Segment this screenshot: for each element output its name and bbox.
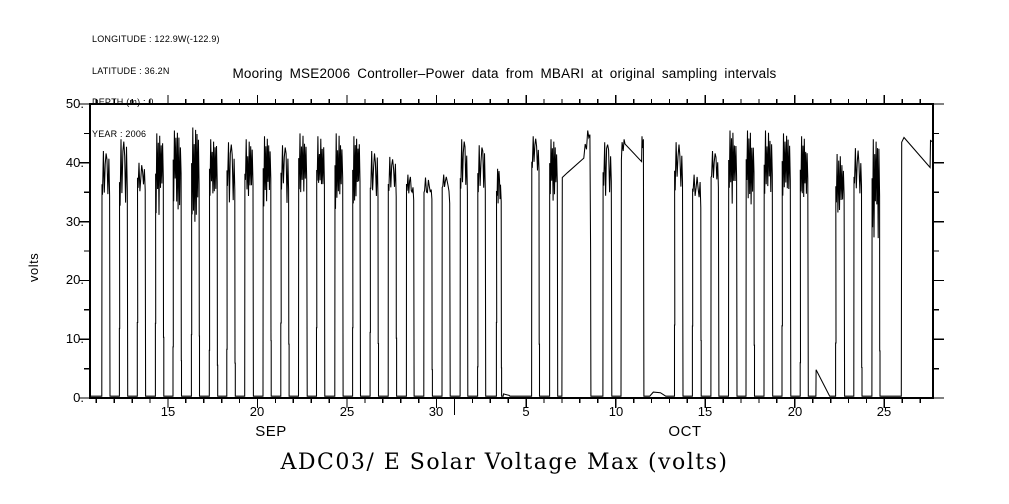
x-tick-label: 5 [522, 404, 530, 419]
y-tick-label: 20. [65, 272, 84, 287]
meta-depth: DEPTH (m) : 0 [92, 97, 154, 107]
meta-year: YEAR : 2006 [92, 128, 147, 139]
y-tick-label: 40. [65, 155, 84, 170]
meta-longitude: LONGITUDE : 122.9W(-122.9) [92, 34, 220, 44]
x-tick-label: 25 [876, 404, 892, 419]
x-tick-label: 30 [428, 404, 444, 419]
x-tick-label: 15 [160, 404, 176, 419]
y-tick-label: 0. [73, 390, 84, 405]
x-tick-label: 25 [339, 404, 355, 419]
x-tick-label: 10 [608, 404, 624, 419]
month-label-sep: SEP [255, 423, 287, 440]
month-label-oct: OCT [668, 423, 702, 440]
y-tick-label: 30. [65, 214, 84, 229]
x-tick-label: 20 [249, 404, 265, 419]
meta-latitude: LATITUDE : 36.2N [92, 65, 170, 76]
x-tick-label: 20 [787, 404, 803, 419]
figure-caption: ADC03/ E Solar Voltage Max (volts) [280, 450, 729, 475]
chart-title: Mooring MSE2006 Controller–Power data fr… [232, 66, 777, 81]
y-tick-label: 50. [65, 96, 84, 111]
y-tick-label: 10. [65, 331, 84, 346]
x-tick-label: 15 [697, 404, 713, 419]
meta-block: LONGITUDE : 122.9W(-122.9) LATITUDE : 36… [92, 13, 220, 160]
